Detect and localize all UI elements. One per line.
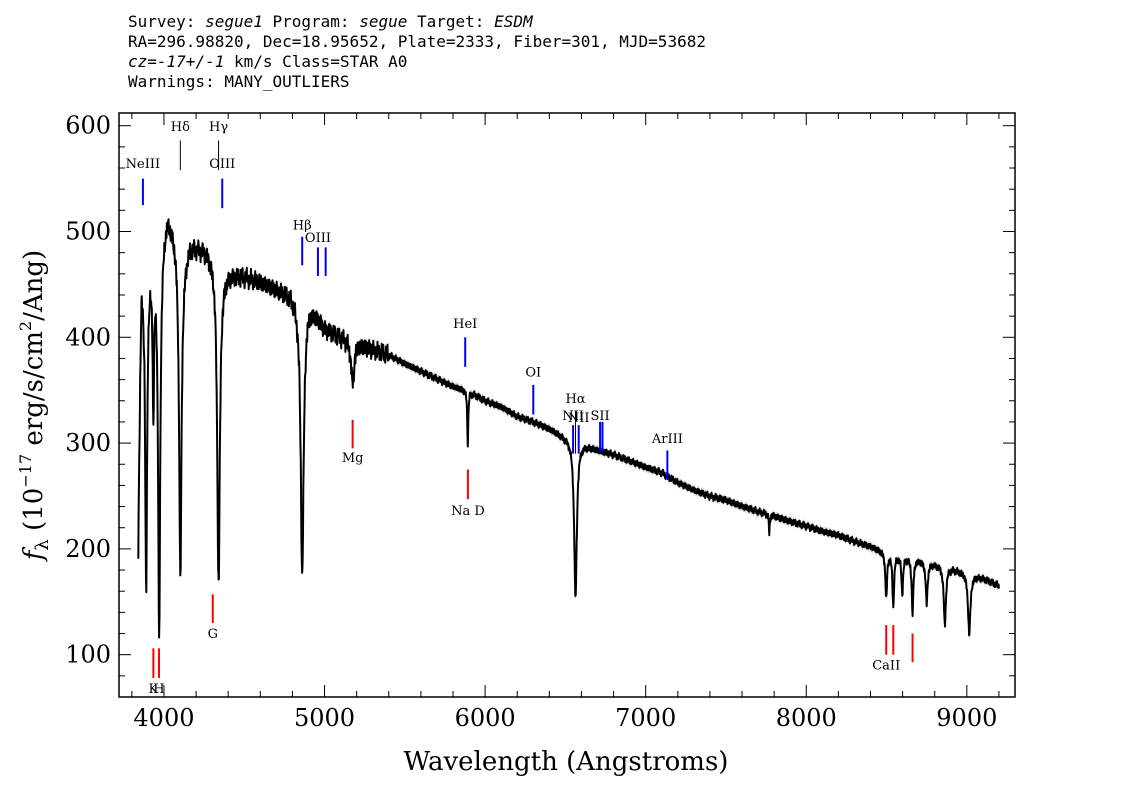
plot-header: Survey: segue1 Program: segue Target: ES… [128,12,1028,92]
redshift-value: -17+/-1 [156,52,225,71]
x-tick-label: 4000 [133,704,194,732]
line-marker-label-4: Hβ [293,218,312,233]
y-tick-label: 400 [65,323,111,351]
program-name: segue [359,12,408,31]
y-axis-title: fλ (10−17 erg/s/cm2/Ang) [16,250,53,562]
line-marker-label-20: CaII [872,658,900,673]
line-marker-label-1: Hδ [171,120,190,135]
x-tick-label: 5000 [294,704,355,732]
line-marker-label-18: H [153,682,164,697]
line-marker-label-12: Hα [565,392,585,407]
header-line-coordinates: RA=296.98820, Dec=18.95652, Plate=2333, … [128,32,706,51]
y-tick-label: 600 [65,112,111,140]
line-marker-label-2: Hγ [209,120,228,135]
survey-name: segue1 [205,12,263,31]
line-marker-label-5: OIII [305,231,331,246]
plot-area [137,216,1000,641]
x-axis-title: Wavelength (Angstroms) [404,747,729,777]
line-marker-label-9: Na D [451,504,485,519]
x-tick-label: 9000 [936,704,997,732]
target-name: ESDM [494,12,533,31]
line-marker-label-13: NII [568,411,590,426]
axes: 4000 5000 6000 7000 8000 9000 100 200 300 400 500 6… [65,112,1016,732]
line-marker-label-19: G [208,627,218,642]
x-tick-label: 6000 [455,704,516,732]
x-tick-label: 7000 [615,704,676,732]
line-marker-label-7: Mg [342,451,364,466]
y-tick-label: 500 [65,217,111,245]
line-marker-label-3: OIII [209,157,235,172]
y-tick-label: 200 [65,535,111,563]
line-marker-label-14: SII [590,409,609,424]
y-tick-label: 100 [65,641,111,669]
line-marker-label-11: NII [562,409,584,424]
line-marker-label-8: HeI [453,317,477,332]
y-tick-label: 300 [65,429,111,457]
x-tick-label: 8000 [776,704,837,732]
header-line-survey: Survey: segue1 Program: segue Target: ES… [128,12,533,31]
line-marker-label-17: K [149,682,159,697]
header-line-warnings: Warnings: MANY_OUTLIERS [128,72,350,91]
header-line-redshift: cz=-17+/-1 km/s Class=STAR A0 [128,52,408,71]
line-marker-label-0: NeIII [126,157,160,172]
plot-frame [118,112,1016,698]
line-marker-label-10: OI [525,365,541,380]
line-marker-label-16: ArIII [651,432,683,447]
spectrum-flux-line [137,218,1000,639]
